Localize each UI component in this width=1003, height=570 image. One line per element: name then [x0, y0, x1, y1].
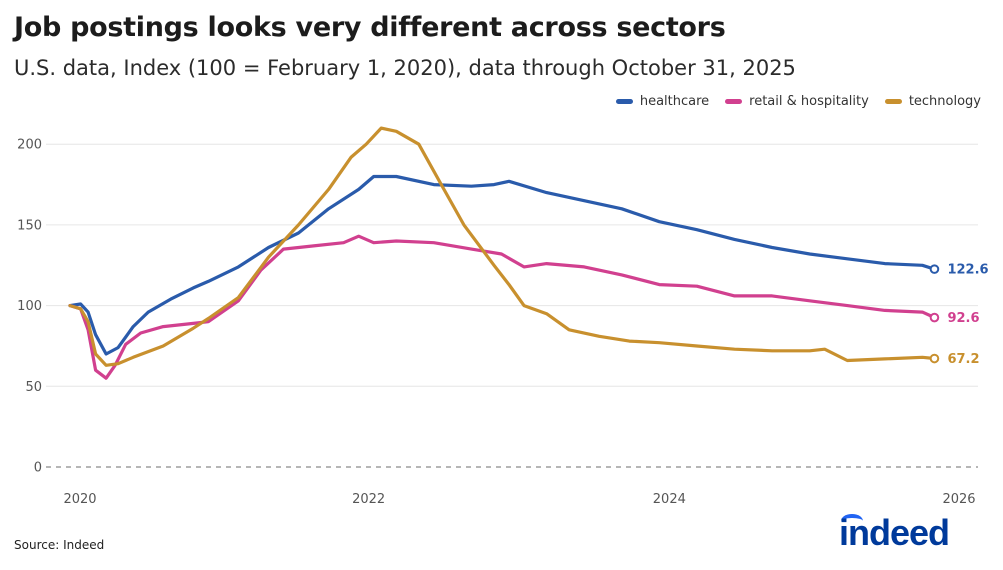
- legend: healthcare retail & hospitality technolo…: [615, 94, 981, 109]
- legend-label-technology: technology: [908, 94, 981, 109]
- legend-label-healthcare: healthcare: [639, 94, 710, 109]
- legend-swatch-technology: [884, 99, 902, 104]
- x-tick-label-2022: 2022: [352, 492, 385, 507]
- y-tick-label-50: 50: [25, 380, 42, 395]
- legend-swatch-healthcare: [615, 99, 633, 104]
- end-label-healthcare: 122.6: [947, 263, 988, 278]
- gridlines: [46, 143, 978, 468]
- chart-subtitle: U.S. data, Index (100 = February 1, 2020…: [14, 56, 796, 80]
- y-tick-label-100: 100: [17, 299, 42, 314]
- end-label-retail-hospitality: 92.6: [947, 311, 979, 326]
- y-tick-label-0: 0: [34, 461, 42, 476]
- logo-wordmark: indeed: [839, 512, 950, 553]
- x-tick-label-2024: 2024: [653, 492, 686, 507]
- y-tick-label-200: 200: [17, 138, 42, 153]
- legend-swatch-retail-hospitality: [725, 99, 743, 104]
- legend-item-healthcare: healthcare: [615, 94, 710, 109]
- series-line-retail-hospitality: [68, 234, 937, 380]
- end-marker-healthcare: [929, 264, 940, 274]
- legend-label-retail-hospitality: retail & hospitality: [749, 94, 869, 109]
- x-tick-label-2026: 2026: [942, 492, 975, 507]
- chart-title: Job postings looks very different across…: [14, 12, 726, 43]
- legend-item-retail-hospitality: retail & hospitality: [725, 94, 869, 109]
- end-marker-technology: [929, 353, 940, 364]
- y-tick-label-150: 150: [17, 218, 42, 233]
- x-tick-label-2020: 2020: [63, 492, 96, 507]
- end-marker-retail-hospitality: [929, 312, 940, 323]
- source-note: Source: Indeed: [14, 538, 105, 552]
- series-line-healthcare: [68, 174, 937, 356]
- axis-labels: 0 50 100 150 200 2020 2022 2024 2026: [17, 138, 975, 507]
- legend-item-technology: technology: [884, 94, 981, 109]
- end-label-technology: 67.2: [947, 352, 979, 367]
- logo-arc-icon: [841, 514, 863, 528]
- end-labels: 122.6 92.6 67.2: [929, 263, 989, 367]
- indeed-logo: indeed: [839, 512, 969, 556]
- series-lines: [68, 126, 937, 380]
- series-line-technology: [68, 126, 937, 367]
